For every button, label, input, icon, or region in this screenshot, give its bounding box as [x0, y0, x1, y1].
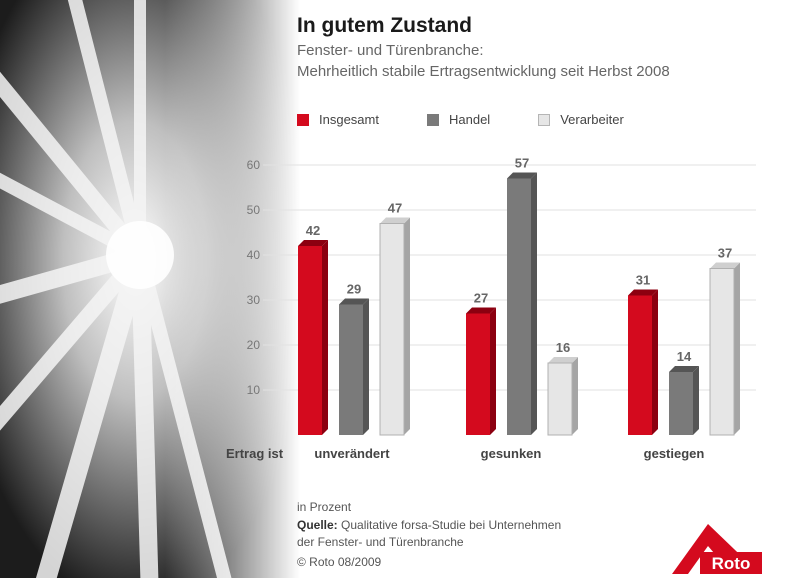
bar-top-2-1 — [669, 366, 699, 372]
bar-side-0-2 — [404, 217, 410, 435]
bar-side-0-1 — [363, 298, 369, 435]
bar-side-1-1 — [531, 172, 537, 435]
bar-side-0-0 — [322, 240, 328, 435]
bar-0-0 — [298, 246, 322, 435]
bar-value-label-0-1: 29 — [347, 282, 361, 297]
bar-side-2-2 — [734, 262, 740, 435]
y-tick-label-20: 20 — [247, 338, 261, 352]
y-tick-label-10: 10 — [247, 383, 261, 397]
y-tick-label-30: 30 — [247, 293, 261, 307]
bar-value-label-2-2: 37 — [718, 246, 732, 261]
bar-2-1 — [669, 372, 693, 435]
legend-label-verarbeiter: Verarbeiter — [560, 112, 624, 127]
roto-logo: Roto — [672, 524, 762, 574]
y-tick-label-40: 40 — [247, 248, 261, 262]
source-label: Quelle: — [297, 518, 338, 532]
chart-legend: Insgesamt Handel Verarbeiter — [297, 112, 672, 127]
legend-item-handel: Handel — [426, 112, 491, 127]
x-axis-label: Ertrag ist — [226, 446, 284, 461]
legend-item-insgesamt: Insgesamt — [297, 112, 379, 127]
bar-0-1 — [339, 304, 363, 435]
bar-side-1-0 — [490, 307, 496, 435]
copyright-note: © Roto 08/2009 — [297, 555, 382, 569]
legend-swatch-handel — [426, 113, 439, 126]
x-tick-label-0: unverändert — [314, 446, 390, 461]
decorative-photo — [0, 0, 300, 578]
bar-side-1-2 — [572, 357, 578, 435]
bar-value-label-1-2: 16 — [556, 340, 570, 355]
legend-label-handel: Handel — [448, 112, 491, 127]
bar-top-0-0 — [298, 240, 328, 246]
bar-2-2 — [709, 268, 735, 436]
y-tick-label-50: 50 — [247, 203, 261, 217]
logo-text: Roto — [712, 554, 751, 573]
source-note-line2: der Fenster- und Türenbranche — [297, 535, 464, 549]
y-tick-label-60: 60 — [247, 158, 261, 172]
bar-1-1 — [507, 178, 531, 435]
bar-top-0-1 — [339, 298, 369, 305]
bar-top-2-2 — [710, 262, 740, 269]
chart-title: In gutem Zustand — [297, 14, 472, 37]
bar-value-label-0-2: 47 — [388, 201, 402, 216]
bar-top-1-1 — [507, 172, 537, 179]
bar-side-2-1 — [693, 366, 699, 435]
bar-1-0 — [466, 313, 490, 435]
bar-value-label-2-1: 14 — [677, 349, 692, 364]
bar-side-2-0 — [652, 289, 658, 435]
bar-value-label-2-0: 31 — [636, 273, 650, 288]
bar-top-0-2 — [380, 217, 410, 224]
legend-swatch-verarbeiter — [538, 113, 551, 126]
legend-item-verarbeiter: Verarbeiter — [538, 112, 624, 127]
x-tick-label-2: gestiegen — [644, 446, 705, 461]
bar-top-2-0 — [628, 289, 658, 296]
bar-value-label-0-0: 42 — [306, 223, 320, 238]
unit-note: in Prozent — [297, 500, 352, 514]
legend-label-insgesamt: Insgesamt — [319, 112, 379, 127]
bar-value-label-1-0: 27 — [474, 291, 488, 306]
bar-top-1-0 — [466, 307, 496, 314]
source-text: Qualitative forsa-Studie bei Unternehmen — [341, 518, 562, 532]
x-tick-label-1: gesunken — [481, 446, 542, 461]
bar-value-label-1-1: 57 — [515, 156, 529, 171]
bar-top-1-2 — [548, 357, 578, 363]
bar-1-2 — [547, 362, 573, 436]
bar-0-2 — [379, 223, 405, 436]
chart-subtitle-line2: Mehrheitlich stabile Ertragsentwicklung … — [297, 63, 670, 80]
legend-swatch-insgesamt — [297, 113, 309, 126]
source-note: Quelle: Qualitative forsa-Studie bei Unt… — [297, 518, 561, 532]
chart-subtitle-line1: Fenster- und Türenbranche: — [297, 42, 484, 59]
bar-2-0 — [628, 295, 652, 435]
